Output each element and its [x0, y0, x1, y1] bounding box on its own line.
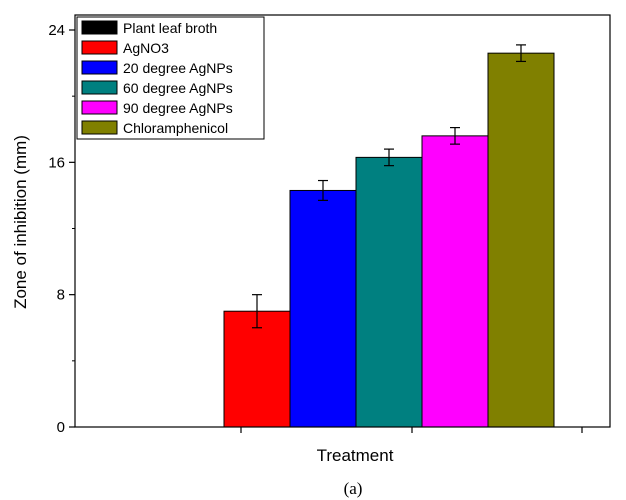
legend-label-0: Plant leaf broth: [123, 20, 217, 36]
y-tick-labels: 0 8 16 24: [48, 22, 65, 436]
legend-swatch-4: [81, 100, 118, 115]
error-bar-3: [384, 148, 394, 167]
legend-swatch-2: [81, 60, 118, 75]
legend-label-4: 90 degree AgNPs: [123, 100, 233, 116]
legend-swatch-1: [81, 40, 118, 55]
bar-1: [223, 310, 291, 428]
figure-caption: (a): [344, 479, 363, 498]
bar-2: [289, 189, 357, 428]
x-axis-title: Treatment: [317, 446, 394, 465]
axis-ticks: [69, 29, 583, 433]
legend-swatch-3: [81, 80, 118, 95]
bar-4: [421, 135, 489, 428]
bars-group: [223, 52, 555, 428]
legend-label-2: 20 degree AgNPs: [123, 60, 233, 76]
legend-label-5: Chloramphenicol: [123, 120, 228, 136]
plot-frame: [74, 14, 611, 428]
error-bar-4: [450, 126, 460, 145]
bar-3: [355, 156, 423, 428]
error-bars-group: [252, 44, 526, 329]
legend-box: [76, 16, 265, 140]
y-tick-label: 24: [48, 22, 65, 39]
y-tick-label: 16: [48, 154, 65, 171]
y-axis-title: Zone of inhibition (mm): [11, 135, 30, 309]
legend-swatch-5: [81, 120, 118, 135]
error-bar-5: [516, 44, 526, 63]
y-tick-label: 0: [57, 419, 65, 436]
error-bar-2: [318, 179, 328, 201]
legend-swatch-0: [81, 20, 118, 35]
legend: Plant leaf broth AgNO3 20 degree AgNPs 60 d…: [76, 16, 265, 140]
y-tick-label: 8: [57, 287, 65, 304]
error-bar-1: [252, 294, 262, 329]
legend-label-3: 60 degree AgNPs: [123, 80, 233, 96]
bar-5: [487, 52, 555, 428]
legend-label-1: AgNO3: [123, 40, 169, 56]
